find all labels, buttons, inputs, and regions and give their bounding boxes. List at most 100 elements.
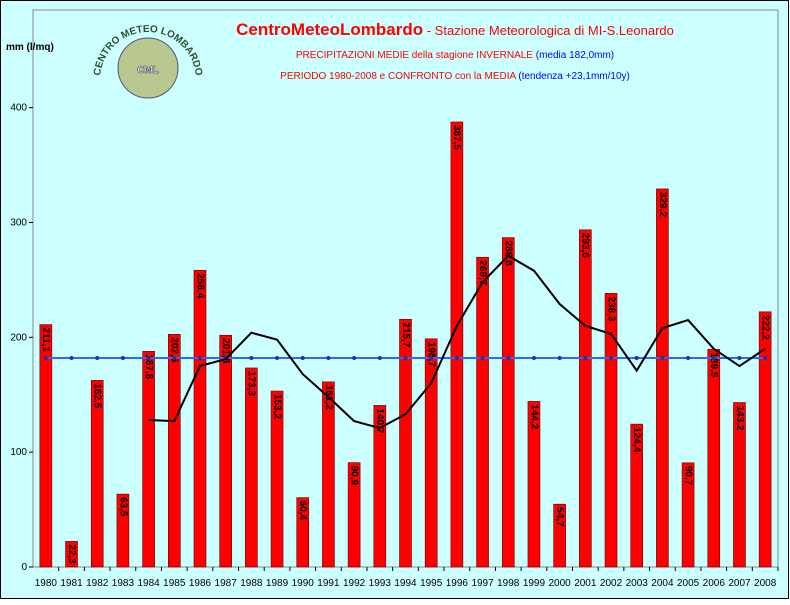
value-label: 329,2 <box>657 192 668 217</box>
x-tick-label: 2004 <box>651 578 674 589</box>
mean-dot <box>120 355 125 360</box>
logo-center: CML <box>137 65 159 76</box>
value-label: 173,3 <box>246 371 257 396</box>
value-label: 144,2 <box>528 404 539 429</box>
mean-dot <box>352 355 357 360</box>
x-tick-label: 1994 <box>394 578 417 589</box>
bar <box>527 401 541 568</box>
value-label: 293,6 <box>580 233 591 258</box>
mean-dot <box>377 355 382 360</box>
value-label: 153,2 <box>271 394 282 419</box>
mean-dot <box>146 355 151 360</box>
bar <box>193 269 207 568</box>
bar <box>681 462 695 568</box>
x-tick-label: 2007 <box>728 578 751 589</box>
x-tick-label: 1987 <box>215 578 238 589</box>
x-tick-label: 1986 <box>189 578 212 589</box>
bar <box>733 402 746 568</box>
title-line1: CentroMeteoLombardo - Stazione Meteorolo… <box>236 20 674 39</box>
x-tick-label: 1999 <box>523 578 546 589</box>
value-label: 187,8 <box>143 354 154 379</box>
bar <box>142 351 155 568</box>
bar <box>65 541 78 568</box>
mean-dot <box>609 355 614 360</box>
x-tick-label: 1989 <box>266 578 289 589</box>
bar <box>501 237 515 568</box>
x-tick-label: 1996 <box>446 578 469 589</box>
mean-dot <box>583 355 588 360</box>
bar <box>656 188 669 568</box>
x-tick-label: 1983 <box>112 578 135 589</box>
mean-dot <box>172 355 177 360</box>
bar <box>579 229 592 568</box>
value-label: 201,8 <box>220 338 231 363</box>
y-axis-label: mm (l/mq) <box>6 42 54 53</box>
bar <box>758 311 772 568</box>
value-label: 202,6 <box>169 337 180 362</box>
x-tick-label: 1991 <box>317 578 340 589</box>
x-tick-label: 1980 <box>35 578 58 589</box>
y-tick-label: 0 <box>21 562 27 573</box>
bar <box>270 390 284 568</box>
value-label: 211,1 <box>40 328 51 353</box>
bar <box>245 367 258 568</box>
x-tick-label: 1995 <box>420 578 443 589</box>
bar <box>116 493 130 568</box>
x-tick-label: 1992 <box>343 578 366 589</box>
value-label: 222,2 <box>760 315 771 340</box>
y-tick-label: 100 <box>10 447 27 458</box>
value-label: 258,4 <box>194 273 205 298</box>
mean-dot <box>95 355 100 360</box>
bar <box>553 503 566 568</box>
trend-line <box>148 254 766 430</box>
x-tick-label: 2008 <box>754 578 777 589</box>
x-tick-label: 2006 <box>703 578 726 589</box>
value-label: 269,7 <box>477 260 488 285</box>
mean-dot <box>403 355 408 360</box>
value-label: 286,8 <box>503 241 514 266</box>
title-main: CentroMeteoLombardo <box>236 20 423 39</box>
mean-dot <box>43 355 48 360</box>
bar <box>347 462 361 568</box>
mean-dot <box>275 355 280 360</box>
bar <box>630 423 644 568</box>
bar <box>424 338 438 568</box>
value-label: 387,5 <box>451 125 462 150</box>
x-tick-label: 2002 <box>600 578 623 589</box>
title-line3: PERIODO 1980-2008 e CONFRONTO con la MED… <box>280 71 630 82</box>
bar <box>476 256 489 568</box>
x-tick-label: 1998 <box>497 578 520 589</box>
title-3: PERIODO 1980-2008 e CONFRONTO con la MED… <box>280 71 518 82</box>
bar <box>373 405 387 568</box>
title-2: PRECIPITAZIONI MEDIE della stagione INVE… <box>296 50 536 61</box>
x-tick-label: 1997 <box>471 578 494 589</box>
x-tick-label: 2000 <box>549 578 572 589</box>
value-label: 90,9 <box>348 466 359 486</box>
mean-dot <box>737 355 742 360</box>
mean-dot <box>454 355 459 360</box>
mean-dot <box>249 355 254 360</box>
value-label: 143,2 <box>734 406 745 431</box>
y-tick-label: 200 <box>10 332 27 343</box>
mean-dot <box>686 355 691 360</box>
value-label: 198,7 <box>426 342 437 367</box>
bar <box>604 293 618 568</box>
bar <box>90 380 104 568</box>
value-label: 54,7 <box>554 507 565 527</box>
x-tick-label: 2005 <box>677 578 700 589</box>
logo-disc <box>117 37 179 99</box>
mean-dot <box>197 355 202 360</box>
bar <box>322 381 335 568</box>
value-label: 90,7 <box>682 466 693 486</box>
bar <box>296 497 310 568</box>
mean-dot <box>660 355 665 360</box>
value-label: 60,4 <box>297 501 308 521</box>
mean-dot <box>326 355 331 360</box>
x-tick-label: 1981 <box>60 578 83 589</box>
mean-dot <box>429 355 434 360</box>
x-tick-label: 2003 <box>626 578 649 589</box>
mean-dot <box>69 355 74 360</box>
bar <box>450 121 464 568</box>
x-tick-label: 1984 <box>137 578 160 589</box>
